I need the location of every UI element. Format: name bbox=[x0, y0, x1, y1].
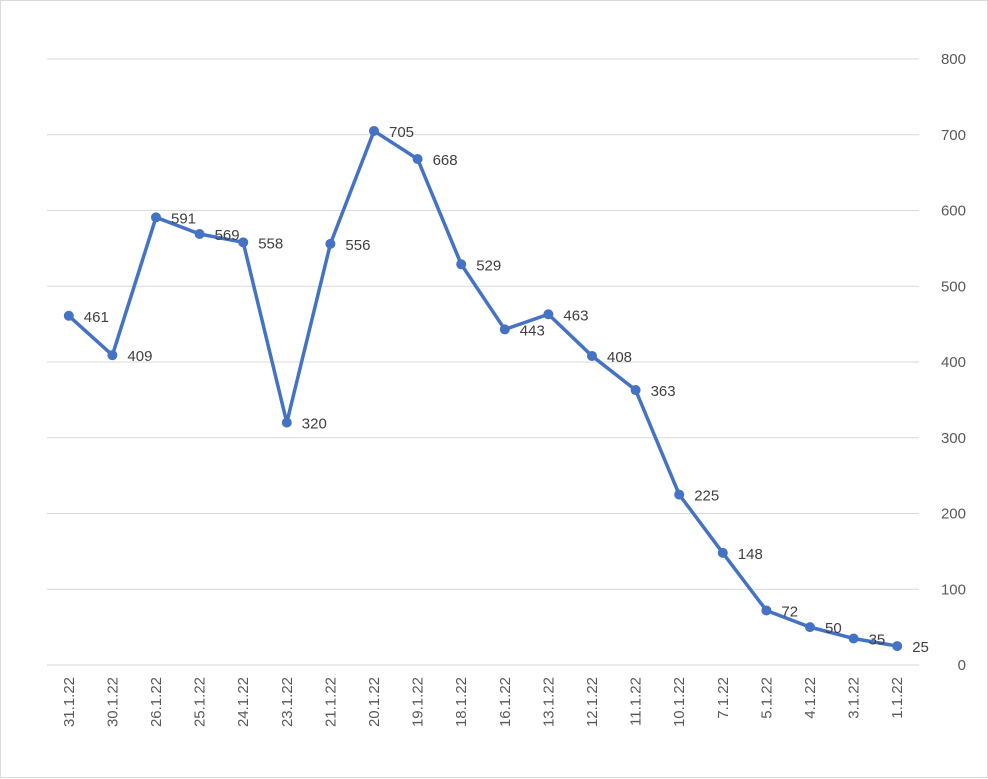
x-tick-label: 4.1.22 bbox=[802, 677, 819, 719]
series-line bbox=[63, 125, 903, 652]
y-tick-label: 0 bbox=[958, 657, 966, 674]
data-point bbox=[456, 259, 467, 270]
data-label: 556 bbox=[345, 237, 370, 254]
data-point bbox=[499, 324, 510, 335]
data-label: 443 bbox=[520, 322, 545, 339]
data-label: 25 bbox=[912, 639, 929, 656]
data-point bbox=[630, 385, 641, 396]
y-tick-label: 100 bbox=[941, 581, 966, 598]
y-tick-label: 200 bbox=[941, 506, 966, 523]
x-tick-label: 21.1.22 bbox=[322, 677, 339, 727]
x-tick-label: 13.1.22 bbox=[540, 677, 557, 727]
data-point bbox=[281, 417, 292, 428]
x-tick-label: 1.1.22 bbox=[889, 677, 906, 719]
data-label: 148 bbox=[738, 546, 763, 563]
x-axis-tick-labels: 31.1.22 30.1.22 26.1.22 25.1.22 24.1.22 23.1.… bbox=[61, 677, 906, 727]
y-axis-tick-labels: 0 100 200 300 400 500 600 700 800 bbox=[941, 51, 966, 674]
x-tick-label: 10.1.22 bbox=[671, 677, 688, 727]
x-tick-label: 12.1.22 bbox=[584, 677, 601, 727]
y-tick-label: 300 bbox=[941, 430, 966, 447]
x-tick-label: 31.1.22 bbox=[61, 677, 78, 727]
data-point bbox=[761, 605, 772, 616]
data-labels: 461 409 591 569 558 320 556 705 668 529 443 463 408 3… bbox=[84, 124, 929, 656]
x-tick-label: 20.1.22 bbox=[366, 677, 383, 727]
x-tick-label: 30.1.22 bbox=[104, 677, 121, 727]
data-label: 705 bbox=[389, 124, 414, 141]
data-label: 558 bbox=[258, 235, 283, 252]
y-tick-label: 500 bbox=[941, 278, 966, 295]
data-label: 463 bbox=[563, 307, 588, 324]
series-polyline bbox=[67, 129, 899, 648]
x-tick-label: 26.1.22 bbox=[148, 677, 165, 727]
data-label: 529 bbox=[476, 257, 501, 274]
data-label: 363 bbox=[651, 383, 676, 400]
x-tick-label: 23.1.22 bbox=[279, 677, 296, 727]
gridlines bbox=[47, 58, 919, 666]
data-point bbox=[238, 237, 249, 248]
x-tick-label: 16.1.22 bbox=[497, 677, 514, 727]
x-tick-label: 3.1.22 bbox=[846, 677, 863, 719]
data-point bbox=[325, 238, 336, 249]
data-label: 225 bbox=[694, 488, 719, 505]
data-point bbox=[892, 641, 903, 652]
data-point bbox=[412, 153, 423, 164]
data-point bbox=[805, 622, 815, 633]
y-tick-label: 600 bbox=[941, 203, 966, 220]
data-label: 461 bbox=[84, 309, 109, 326]
x-tick-label: 25.1.22 bbox=[192, 677, 209, 727]
data-point bbox=[717, 547, 728, 558]
data-point bbox=[587, 350, 597, 361]
data-label: 591 bbox=[171, 210, 196, 227]
data-label: 409 bbox=[127, 348, 152, 365]
data-label: 50 bbox=[825, 620, 842, 637]
data-label: 320 bbox=[302, 416, 327, 433]
y-tick-label: 400 bbox=[941, 354, 966, 371]
data-point bbox=[848, 633, 859, 644]
data-label: 35 bbox=[869, 631, 886, 648]
x-tick-label: 7.1.22 bbox=[715, 677, 732, 719]
x-tick-label: 11.1.22 bbox=[628, 677, 645, 726]
data-label: 408 bbox=[607, 349, 632, 366]
data-point bbox=[107, 350, 118, 361]
x-tick-label: 5.1.22 bbox=[758, 677, 775, 719]
y-tick-label: 700 bbox=[941, 127, 966, 144]
data-label: 668 bbox=[433, 152, 458, 169]
x-tick-label: 18.1.22 bbox=[453, 677, 470, 727]
y-tick-label: 800 bbox=[941, 51, 966, 68]
data-point bbox=[369, 125, 379, 136]
data-point bbox=[151, 212, 161, 223]
data-point bbox=[194, 228, 205, 239]
data-label: 569 bbox=[215, 227, 240, 244]
data-point bbox=[543, 309, 554, 320]
data-point bbox=[63, 310, 74, 321]
x-tick-label: 24.1.22 bbox=[235, 677, 252, 727]
data-point bbox=[674, 489, 685, 500]
x-tick-label: 19.1.22 bbox=[410, 677, 427, 727]
data-label: 72 bbox=[781, 603, 798, 620]
